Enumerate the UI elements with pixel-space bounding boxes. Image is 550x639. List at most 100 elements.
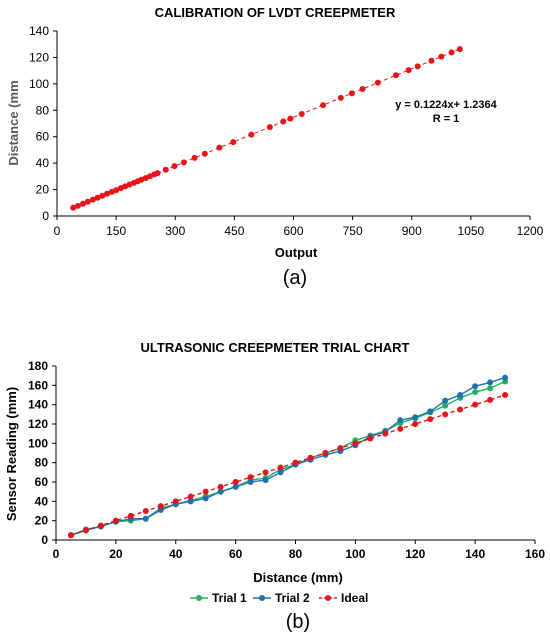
legend-swatch-marker	[259, 595, 265, 601]
series-point-trial-1	[487, 385, 494, 392]
legend-label: Ideal	[341, 591, 368, 605]
chart-a-data-point	[191, 154, 198, 161]
chart-a-data-point	[438, 53, 445, 60]
series-point-ideal	[337, 445, 344, 452]
series-point-trial-2	[502, 374, 509, 381]
chart-a-data-point	[287, 115, 294, 122]
chart-a-y-tick-label: 100	[29, 77, 49, 91]
chart-a-data-point	[201, 150, 208, 157]
series-point-ideal	[247, 474, 254, 481]
chart-a-y-ticks: 0 20 40 60 80 100 120 140	[29, 24, 57, 223]
series-point-trial-2	[202, 495, 209, 502]
chart-a-data-point	[266, 124, 273, 131]
chart-a-y-tick-label: 20	[36, 183, 50, 197]
series-point-trial-2	[232, 483, 239, 490]
chart-a-x-axis-label: Output	[275, 245, 318, 260]
chart-b-y-tick-label: 20	[35, 514, 49, 528]
series-point-trial-2	[262, 477, 269, 484]
chart-b-x-tick-label: 0	[53, 547, 60, 561]
chart-b-x-tick-label: 160	[525, 547, 545, 561]
chart-b-x-tick-label: 80	[289, 547, 303, 561]
series-point-ideal	[172, 498, 179, 505]
series-point-ideal	[292, 459, 299, 466]
chart-a-y-tick-label: 120	[29, 50, 49, 64]
series-point-ideal	[367, 435, 374, 442]
chart-b-legend: Trial 1 Trial 2 Ideal	[190, 591, 368, 605]
chart-a-x-tick-label: 0	[54, 224, 61, 238]
chart-a-x-tick-label: 1050	[458, 224, 485, 238]
chart-b-title: ULTRASONIC CREEPMETER TRIAL CHART	[141, 340, 410, 355]
series-point-trial-2	[397, 417, 404, 424]
series-point-trial-2	[247, 479, 254, 485]
series-point-trial-1	[472, 389, 479, 396]
chart-b-x-tick-label: 60	[229, 547, 243, 561]
chart-b-y-tick-label: 120	[28, 417, 48, 431]
series-point-ideal	[112, 517, 119, 524]
series-point-ideal	[487, 396, 494, 403]
chart-a-data-point	[280, 118, 287, 125]
chart-b-y-tick-label: 160	[28, 378, 48, 392]
chart-a-data-point	[248, 131, 255, 138]
chart-a-x-tick-label: 1200	[517, 224, 544, 238]
legend-item-trial-1: Trial 1	[190, 591, 247, 605]
chart-a-data-point	[180, 159, 187, 166]
series-point-trial-2	[217, 488, 224, 495]
chart-a-data-point	[448, 49, 455, 56]
series-point-trial-2	[427, 408, 434, 415]
chart-b-y-tick-label: 80	[35, 456, 49, 470]
series-point-trial-2	[457, 392, 464, 398]
series-point-ideal	[352, 440, 359, 447]
chart-a-data-point	[348, 90, 355, 97]
chart-b-y-tick-label: 100	[28, 436, 48, 450]
series-point-trial-1	[442, 402, 449, 409]
legend-item-trial-2: Trial 2	[253, 591, 310, 605]
series-point-ideal	[502, 392, 509, 398]
ultrasonic-chart: ULTRASONIC CREEPMETER TRIAL CHART Sensor…	[4, 340, 545, 633]
legend-label: Trial 1	[212, 591, 247, 605]
chart-a-data-point	[337, 94, 344, 101]
series-point-ideal	[217, 483, 224, 490]
chart-b-x-tick-label: 20	[109, 547, 123, 561]
chart-a-x-tick-label: 900	[402, 224, 422, 238]
series-point-ideal	[442, 411, 449, 418]
series-point-ideal	[472, 401, 479, 408]
chart-a-data-point	[230, 139, 237, 146]
series-point-ideal	[457, 406, 464, 413]
series-point-ideal	[157, 503, 164, 510]
chart-a-data-point	[162, 166, 169, 173]
series-point-ideal	[427, 416, 434, 423]
series-point-ideal	[277, 464, 284, 471]
calibration-chart: CALIBRATION OF LVDT CREEPMETER Distance …	[6, 5, 544, 289]
series-point-trial-2	[472, 383, 479, 390]
chart-a-data-point	[80, 200, 87, 207]
chart-b-x-axis-label: Distance (mm)	[253, 570, 343, 585]
chart-a-data-point	[216, 144, 223, 151]
chart-b-y-tick-label: 40	[35, 494, 49, 508]
chart-b-series	[67, 374, 509, 539]
chart-a-points	[70, 46, 463, 211]
chart-a-x-ticks: 0 150 300 450 600 750 900 1050 1200	[54, 216, 544, 238]
chart-a-y-tick-label: 0	[42, 209, 49, 223]
chart-a-data-point	[89, 196, 96, 203]
panel-label-b: (b)	[286, 611, 310, 633]
chart-a-x-tick-label: 600	[283, 224, 303, 238]
chart-a-title: CALIBRATION OF LVDT CREEPMETER	[155, 5, 396, 20]
chart-a-x-tick-label: 300	[165, 224, 185, 238]
series-point-ideal	[97, 522, 104, 529]
chart-a-data-point	[320, 102, 327, 109]
chart-b-y-tick-label: 140	[28, 398, 48, 412]
series-point-trial-2	[142, 515, 149, 522]
series-point-ideal	[142, 508, 149, 514]
series-point-ideal	[187, 493, 194, 500]
chart-a-data-point	[359, 86, 366, 93]
series-point-ideal	[82, 527, 89, 534]
series-point-trial-2	[187, 498, 194, 505]
series-point-ideal	[232, 479, 239, 485]
chart-b-x-tick-label: 40	[169, 547, 183, 561]
chart-a-data-point	[428, 57, 435, 64]
series-point-trial-2	[412, 414, 419, 421]
chart-b-y-tick-label: 60	[35, 475, 49, 489]
chart-a-data-point	[171, 163, 178, 170]
chart-a-y-tick-label: 140	[29, 24, 49, 38]
chart-b-x-tick-label: 140	[465, 547, 485, 561]
